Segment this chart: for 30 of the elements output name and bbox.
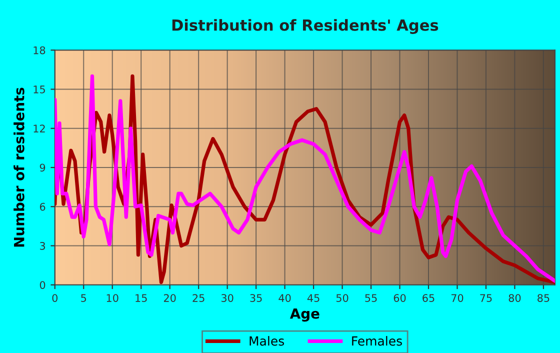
x-tick-label: 5	[81, 294, 86, 302]
x-tick-label: 10	[106, 294, 118, 302]
x-tick-label: 80	[508, 294, 521, 302]
y-tick-label: 18	[34, 46, 46, 54]
x-tick-label: 55	[365, 294, 377, 302]
x-tick-label: 85	[538, 294, 550, 302]
y-tick-label: 6	[40, 202, 46, 211]
y-tick-label: 15	[34, 86, 45, 94]
x-tick-label: 45	[307, 294, 320, 302]
x-tick-label: 40	[278, 294, 291, 302]
x-tick-label: 35	[250, 294, 262, 302]
x-tick-label: 70	[451, 294, 464, 302]
x-tick-label: 0	[52, 294, 58, 302]
x-tick-label: 75	[480, 294, 492, 302]
x-tick-label: 15	[136, 294, 147, 302]
x-tick-label: 20	[164, 294, 176, 302]
chart-title: Distribution of Residents' Ages	[172, 19, 438, 34]
x-tick-label: 30	[221, 294, 234, 302]
y-axis-title: Number of residents	[14, 88, 24, 247]
x-tick-label: 60	[394, 294, 406, 302]
y-tick-label: 9	[40, 164, 46, 172]
y-tick-label: 3	[40, 242, 46, 250]
x-tick-label: 25	[192, 294, 204, 302]
legend-label: Males	[250, 336, 284, 346]
x-tick-label: 65	[422, 294, 434, 302]
legend-label: Females	[352, 336, 402, 346]
y-tick-label: 12	[34, 124, 45, 132]
x-tick-label: 50	[336, 294, 348, 302]
y-tick-label: 0	[40, 281, 46, 289]
x-axis-title: Age	[290, 308, 320, 322]
